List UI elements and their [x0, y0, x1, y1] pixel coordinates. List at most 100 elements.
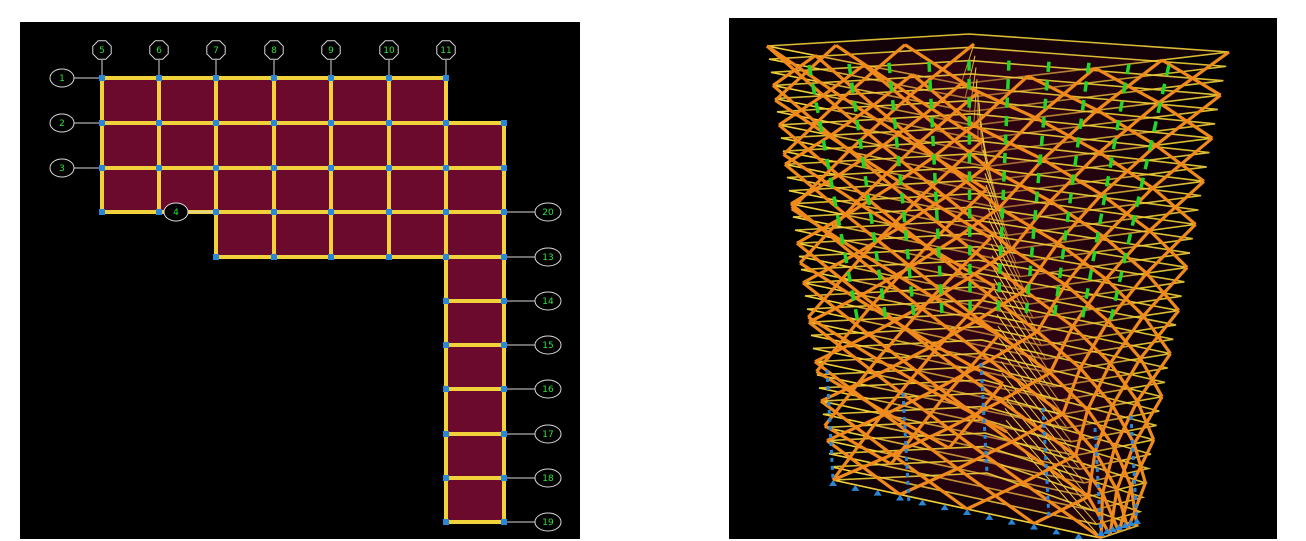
x-brace [1148, 229, 1189, 269]
core-column [1101, 194, 1107, 206]
x-brace [807, 253, 865, 319]
x-brace [1139, 309, 1181, 360]
core-column [931, 135, 936, 147]
column [271, 209, 277, 215]
slab-panel [446, 123, 504, 168]
x-brace [1048, 325, 1075, 374]
core-column [1156, 102, 1163, 114]
core-column [1073, 155, 1079, 167]
base-column [979, 362, 989, 474]
pin-support-icon [1103, 528, 1111, 534]
iso-3d-view-panel[interactable] [729, 18, 1277, 539]
core-column [849, 82, 855, 94]
x-brace [955, 206, 1001, 240]
x-brace [837, 144, 884, 177]
x-brace [876, 346, 931, 377]
core-column [909, 286, 914, 297]
core-column [928, 80, 933, 91]
core-column [890, 99, 896, 111]
plan-view-panel[interactable]: 5 6 7 8 9 10 11 1 2 3 4 20 13 14 15 16 17 18 19 [20, 22, 580, 539]
column [443, 386, 449, 392]
core-column [835, 214, 842, 226]
x-brace [1115, 489, 1130, 530]
grid-bubble-right: 20 [534, 202, 562, 222]
x-brace [1101, 492, 1121, 533]
grid-bubble-label: 1 [59, 74, 65, 84]
x-brace [1104, 277, 1145, 317]
iso-3d-view-canvas[interactable] [729, 18, 1277, 539]
x-brace [942, 333, 1000, 399]
column-layer [99, 75, 507, 525]
x-brace [774, 44, 838, 102]
grid-bubble-left: 3 [49, 158, 75, 178]
x-brace [1034, 66, 1097, 119]
pin-support-icon [918, 499, 927, 506]
x-brace [1151, 136, 1214, 190]
floor-beam [982, 149, 1000, 208]
column [99, 209, 105, 215]
grid-bubble-label: 9 [328, 46, 334, 56]
pin-support-icon [1030, 523, 1038, 530]
x-brace [1036, 330, 1082, 370]
grid-bubble-label: 13 [542, 253, 553, 263]
core-column [889, 81, 894, 92]
x-brace [966, 481, 1024, 511]
pin-support-icon [829, 480, 837, 486]
column [443, 431, 449, 437]
grid-bubble-shape [534, 468, 562, 488]
grid-bubble-label: 4 [173, 208, 179, 218]
floor-beam [983, 161, 1004, 222]
pin-support-icon [851, 484, 860, 491]
core-column [1039, 135, 1045, 147]
grid-bubble-label: 2 [59, 119, 65, 129]
grid-bubble-top: 11 [436, 40, 456, 60]
grid-bubble-label: 15 [542, 341, 553, 351]
core-column [1122, 252, 1128, 264]
core-column [903, 230, 909, 241]
core-column [1091, 250, 1097, 262]
pin-support-icon [940, 504, 949, 511]
x-brace [1108, 362, 1139, 403]
slab-panel [216, 123, 274, 168]
slab-panel [446, 257, 504, 301]
x-brace [1056, 241, 1107, 281]
core-column [1147, 139, 1154, 151]
column [213, 254, 219, 260]
base-column [825, 369, 835, 481]
slab-panel [216, 212, 274, 257]
x-brace [985, 116, 1037, 168]
grid-bubble-top: 10 [379, 40, 399, 60]
core-column [855, 119, 861, 131]
core-column [1087, 269, 1094, 281]
x-brace [1102, 186, 1154, 238]
core-column [821, 139, 827, 151]
core-column [1117, 271, 1124, 283]
x-brace [1041, 108, 1099, 161]
x-brace [862, 194, 923, 256]
slab-panel [274, 123, 331, 168]
core-column [1068, 192, 1073, 204]
core-column [901, 211, 907, 223]
x-brace [1011, 412, 1064, 444]
core-column [839, 233, 845, 245]
core-column [932, 172, 937, 184]
x-brace [1098, 101, 1160, 154]
x-brace [1078, 320, 1110, 369]
x-brace [1086, 408, 1116, 449]
x-brace [997, 158, 1045, 209]
slab-panel [331, 168, 389, 212]
x-brace [881, 114, 925, 148]
core-column [860, 157, 866, 168]
x-brace [1033, 495, 1089, 525]
x-brace [988, 330, 1039, 362]
x-brace [778, 94, 825, 127]
base-column [1093, 427, 1103, 539]
slab-panel [331, 212, 389, 257]
column [501, 165, 507, 171]
core-column [817, 121, 824, 133]
x-brace [1023, 289, 1074, 328]
core-column [1081, 306, 1087, 318]
core-column [894, 137, 900, 148]
x-brace [1010, 200, 1052, 251]
